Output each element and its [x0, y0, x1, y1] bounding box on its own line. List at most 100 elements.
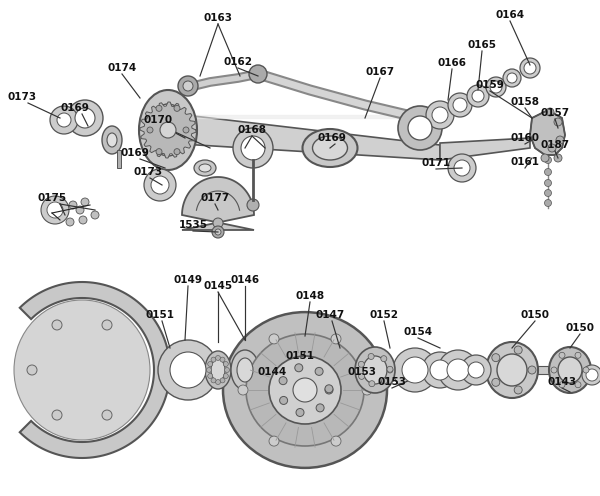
Circle shape [556, 136, 564, 144]
Ellipse shape [194, 160, 216, 176]
Circle shape [102, 320, 112, 330]
Ellipse shape [211, 359, 225, 381]
Ellipse shape [313, 136, 347, 160]
Circle shape [223, 373, 228, 378]
Circle shape [559, 352, 565, 358]
Polygon shape [182, 177, 254, 230]
Text: 0160: 0160 [511, 133, 539, 143]
Circle shape [554, 118, 562, 126]
Ellipse shape [107, 133, 117, 147]
Circle shape [503, 69, 521, 87]
Circle shape [369, 381, 375, 387]
Circle shape [490, 81, 502, 93]
Ellipse shape [237, 358, 253, 382]
Circle shape [430, 360, 450, 380]
Circle shape [447, 359, 469, 381]
Circle shape [156, 149, 162, 155]
Circle shape [52, 320, 62, 330]
Text: 0147: 0147 [316, 310, 344, 320]
Circle shape [211, 378, 216, 383]
Circle shape [359, 373, 365, 379]
Circle shape [559, 382, 565, 388]
Circle shape [280, 396, 287, 404]
Ellipse shape [363, 356, 387, 384]
Polygon shape [530, 110, 565, 155]
Circle shape [426, 101, 454, 129]
Circle shape [387, 367, 393, 373]
Circle shape [382, 378, 388, 384]
Text: 0169: 0169 [121, 148, 149, 158]
Circle shape [220, 378, 225, 383]
Circle shape [546, 108, 554, 116]
Circle shape [52, 410, 62, 420]
Circle shape [79, 216, 87, 224]
Text: 0143: 0143 [547, 377, 577, 387]
Circle shape [514, 386, 522, 394]
Circle shape [545, 189, 551, 196]
Circle shape [432, 107, 448, 123]
Circle shape [448, 93, 472, 117]
Circle shape [398, 106, 442, 150]
Text: 0158: 0158 [511, 97, 539, 107]
Circle shape [393, 348, 437, 392]
Circle shape [448, 154, 476, 182]
Circle shape [551, 367, 557, 373]
Circle shape [91, 211, 99, 219]
Circle shape [75, 108, 95, 128]
Circle shape [208, 362, 213, 367]
Ellipse shape [14, 300, 150, 440]
Ellipse shape [558, 357, 582, 383]
Circle shape [66, 218, 74, 226]
Circle shape [220, 357, 225, 362]
Circle shape [158, 340, 218, 400]
Circle shape [206, 368, 212, 372]
Circle shape [215, 229, 221, 235]
Circle shape [408, 116, 432, 140]
Circle shape [545, 169, 551, 176]
Text: 0163: 0163 [203, 13, 233, 23]
Circle shape [331, 436, 341, 446]
Circle shape [50, 106, 78, 134]
Circle shape [545, 157, 551, 164]
Circle shape [249, 65, 267, 83]
Circle shape [575, 382, 581, 388]
Ellipse shape [205, 351, 231, 389]
Text: 0151: 0151 [146, 310, 175, 320]
Circle shape [57, 113, 71, 127]
Ellipse shape [199, 164, 211, 172]
Circle shape [279, 376, 287, 384]
Circle shape [315, 368, 323, 375]
Circle shape [233, 128, 273, 168]
Circle shape [224, 368, 229, 372]
Circle shape [41, 196, 69, 224]
Circle shape [358, 361, 364, 368]
Polygon shape [440, 138, 530, 160]
Circle shape [381, 356, 387, 362]
Circle shape [160, 122, 176, 138]
Text: 0150: 0150 [521, 310, 550, 320]
Circle shape [156, 105, 162, 111]
Circle shape [554, 154, 562, 162]
Circle shape [583, 367, 589, 373]
Circle shape [147, 127, 153, 133]
Circle shape [438, 350, 478, 390]
Text: 0169: 0169 [61, 103, 89, 113]
Text: 0164: 0164 [496, 10, 524, 20]
Circle shape [468, 362, 484, 378]
Text: 0174: 0174 [107, 63, 137, 73]
Circle shape [293, 378, 317, 402]
Circle shape [331, 334, 341, 344]
Circle shape [183, 127, 189, 133]
Ellipse shape [139, 90, 197, 170]
Text: 0146: 0146 [230, 275, 260, 285]
Text: 0187: 0187 [541, 140, 569, 150]
Circle shape [238, 385, 248, 395]
Text: 0153: 0153 [377, 377, 407, 387]
Text: 0165: 0165 [467, 40, 497, 50]
Circle shape [524, 62, 536, 74]
Polygon shape [140, 102, 196, 158]
Text: 0159: 0159 [476, 80, 505, 90]
Text: 0144: 0144 [257, 367, 287, 377]
Ellipse shape [231, 350, 259, 390]
Circle shape [211, 357, 216, 362]
